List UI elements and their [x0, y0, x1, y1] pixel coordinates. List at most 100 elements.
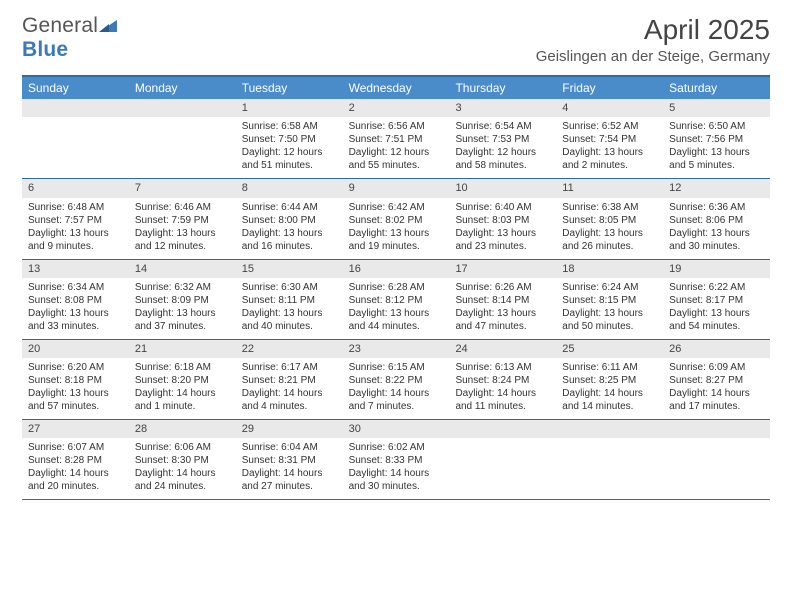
daylight-text: Daylight: 13 hours and 30 minutes.	[669, 227, 764, 253]
calendar: SundayMondayTuesdayWednesdayThursdayFrid…	[22, 75, 770, 500]
cell-body: Sunrise: 6:24 AMSunset: 8:15 PMDaylight:…	[556, 278, 663, 339]
daylight-text: Daylight: 13 hours and 12 minutes.	[135, 227, 230, 253]
sunset-text: Sunset: 7:59 PM	[135, 214, 230, 227]
cell-body: Sunrise: 6:13 AMSunset: 8:24 PMDaylight:…	[449, 358, 556, 419]
cell-body: Sunrise: 6:50 AMSunset: 7:56 PMDaylight:…	[663, 117, 770, 178]
day-number: 14	[129, 260, 236, 278]
calendar-cell	[449, 420, 556, 499]
sunrise-text: Sunrise: 6:50 AM	[669, 120, 764, 133]
day-number: 17	[449, 260, 556, 278]
sunset-text: Sunset: 8:20 PM	[135, 374, 230, 387]
logo-text-wrap: General Blue	[22, 14, 117, 62]
daylight-text: Daylight: 14 hours and 1 minute.	[135, 387, 230, 413]
sunrise-text: Sunrise: 6:09 AM	[669, 361, 764, 374]
cell-body: Sunrise: 6:30 AMSunset: 8:11 PMDaylight:…	[236, 278, 343, 339]
day-number: 7	[129, 179, 236, 197]
calendar-cell: 9Sunrise: 6:42 AMSunset: 8:02 PMDaylight…	[343, 179, 450, 258]
daylight-text: Daylight: 14 hours and 27 minutes.	[242, 467, 337, 493]
sunset-text: Sunset: 8:22 PM	[349, 374, 444, 387]
cell-body	[129, 117, 236, 126]
sunset-text: Sunset: 8:25 PM	[562, 374, 657, 387]
cell-body: Sunrise: 6:20 AMSunset: 8:18 PMDaylight:…	[22, 358, 129, 419]
day-number: 27	[22, 420, 129, 438]
daylight-text: Daylight: 14 hours and 20 minutes.	[28, 467, 123, 493]
cell-body: Sunrise: 6:54 AMSunset: 7:53 PMDaylight:…	[449, 117, 556, 178]
daylight-text: Daylight: 13 hours and 54 minutes.	[669, 307, 764, 333]
calendar-cell: 12Sunrise: 6:36 AMSunset: 8:06 PMDayligh…	[663, 179, 770, 258]
sunrise-text: Sunrise: 6:06 AM	[135, 441, 230, 454]
sunset-text: Sunset: 8:14 PM	[455, 294, 550, 307]
calendar-cell	[129, 99, 236, 178]
day-number: 9	[343, 179, 450, 197]
calendar-cell: 10Sunrise: 6:40 AMSunset: 8:03 PMDayligh…	[449, 179, 556, 258]
daylight-text: Daylight: 13 hours and 47 minutes.	[455, 307, 550, 333]
sunrise-text: Sunrise: 6:18 AM	[135, 361, 230, 374]
cell-body: Sunrise: 6:09 AMSunset: 8:27 PMDaylight:…	[663, 358, 770, 419]
sunset-text: Sunset: 8:09 PM	[135, 294, 230, 307]
day-number: 28	[129, 420, 236, 438]
day-number: 13	[22, 260, 129, 278]
daylight-text: Daylight: 12 hours and 51 minutes.	[242, 146, 337, 172]
day-number: 3	[449, 99, 556, 117]
sunset-text: Sunset: 8:03 PM	[455, 214, 550, 227]
title-block: April 2025 Geislingen an der Steige, Ger…	[536, 14, 770, 73]
cell-body: Sunrise: 6:44 AMSunset: 8:00 PMDaylight:…	[236, 198, 343, 259]
day-number: 5	[663, 99, 770, 117]
cell-body: Sunrise: 6:46 AMSunset: 7:59 PMDaylight:…	[129, 198, 236, 259]
week-row: 27Sunrise: 6:07 AMSunset: 8:28 PMDayligh…	[22, 420, 770, 500]
day-number	[449, 420, 556, 438]
day-number: 29	[236, 420, 343, 438]
day-number: 2	[343, 99, 450, 117]
day-number: 15	[236, 260, 343, 278]
calendar-cell: 11Sunrise: 6:38 AMSunset: 8:05 PMDayligh…	[556, 179, 663, 258]
calendar-cell: 29Sunrise: 6:04 AMSunset: 8:31 PMDayligh…	[236, 420, 343, 499]
sunrise-text: Sunrise: 6:36 AM	[669, 201, 764, 214]
day-number: 4	[556, 99, 663, 117]
cell-body: Sunrise: 6:40 AMSunset: 8:03 PMDaylight:…	[449, 198, 556, 259]
calendar-cell: 20Sunrise: 6:20 AMSunset: 8:18 PMDayligh…	[22, 340, 129, 419]
sunrise-text: Sunrise: 6:38 AM	[562, 201, 657, 214]
sunrise-text: Sunrise: 6:34 AM	[28, 281, 123, 294]
calendar-cell: 14Sunrise: 6:32 AMSunset: 8:09 PMDayligh…	[129, 260, 236, 339]
calendar-cell: 23Sunrise: 6:15 AMSunset: 8:22 PMDayligh…	[343, 340, 450, 419]
sunrise-text: Sunrise: 6:13 AM	[455, 361, 550, 374]
sunrise-text: Sunrise: 6:42 AM	[349, 201, 444, 214]
daylight-text: Daylight: 14 hours and 4 minutes.	[242, 387, 337, 413]
day-header-cell: Friday	[556, 77, 663, 99]
day-number: 24	[449, 340, 556, 358]
calendar-cell: 25Sunrise: 6:11 AMSunset: 8:25 PMDayligh…	[556, 340, 663, 419]
cell-body: Sunrise: 6:42 AMSunset: 8:02 PMDaylight:…	[343, 198, 450, 259]
sunrise-text: Sunrise: 6:32 AM	[135, 281, 230, 294]
logo-triangle-icon	[99, 18, 117, 37]
calendar-cell: 6Sunrise: 6:48 AMSunset: 7:57 PMDaylight…	[22, 179, 129, 258]
sunrise-text: Sunrise: 6:04 AM	[242, 441, 337, 454]
cell-body: Sunrise: 6:38 AMSunset: 8:05 PMDaylight:…	[556, 198, 663, 259]
day-number	[22, 99, 129, 117]
daylight-text: Daylight: 13 hours and 9 minutes.	[28, 227, 123, 253]
calendar-cell: 26Sunrise: 6:09 AMSunset: 8:27 PMDayligh…	[663, 340, 770, 419]
sunset-text: Sunset: 8:06 PM	[669, 214, 764, 227]
daylight-text: Daylight: 14 hours and 14 minutes.	[562, 387, 657, 413]
calendar-cell: 2Sunrise: 6:56 AMSunset: 7:51 PMDaylight…	[343, 99, 450, 178]
calendar-cell: 22Sunrise: 6:17 AMSunset: 8:21 PMDayligh…	[236, 340, 343, 419]
cell-body	[449, 438, 556, 447]
cell-body: Sunrise: 6:22 AMSunset: 8:17 PMDaylight:…	[663, 278, 770, 339]
day-number: 6	[22, 179, 129, 197]
daylight-text: Daylight: 14 hours and 7 minutes.	[349, 387, 444, 413]
day-number: 19	[663, 260, 770, 278]
sunset-text: Sunset: 8:30 PM	[135, 454, 230, 467]
sunset-text: Sunset: 8:00 PM	[242, 214, 337, 227]
daylight-text: Daylight: 13 hours and 44 minutes.	[349, 307, 444, 333]
day-number: 21	[129, 340, 236, 358]
daylight-text: Daylight: 14 hours and 17 minutes.	[669, 387, 764, 413]
day-header-cell: Wednesday	[343, 77, 450, 99]
daylight-text: Daylight: 13 hours and 40 minutes.	[242, 307, 337, 333]
cell-body	[663, 438, 770, 447]
weeks-container: 1Sunrise: 6:58 AMSunset: 7:50 PMDaylight…	[22, 99, 770, 500]
day-number: 25	[556, 340, 663, 358]
week-row: 6Sunrise: 6:48 AMSunset: 7:57 PMDaylight…	[22, 179, 770, 259]
calendar-cell: 4Sunrise: 6:52 AMSunset: 7:54 PMDaylight…	[556, 99, 663, 178]
sunset-text: Sunset: 8:15 PM	[562, 294, 657, 307]
sunrise-text: Sunrise: 6:30 AM	[242, 281, 337, 294]
daylight-text: Daylight: 12 hours and 55 minutes.	[349, 146, 444, 172]
